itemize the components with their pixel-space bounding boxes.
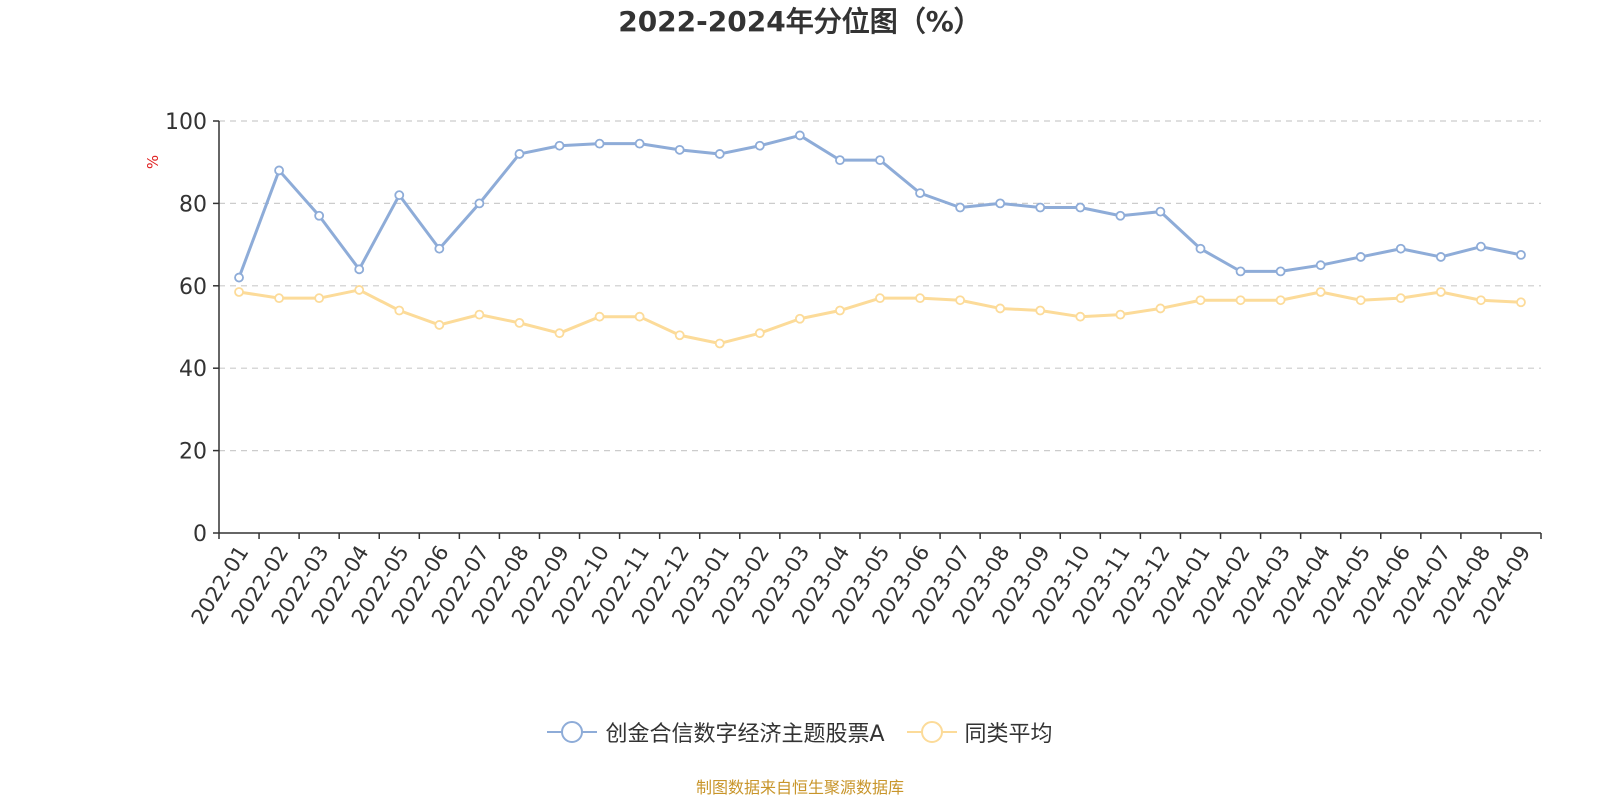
data-point[interactable] [754,140,765,151]
data-point[interactable] [1435,287,1446,297]
data-point[interactable] [995,303,1006,314]
data-point[interactable] [714,338,725,349]
y-tick-label: 0 [193,522,207,547]
data-point[interactable] [274,165,284,176]
data-point[interactable] [474,309,485,320]
legend-label: 同类平均 [964,722,1053,747]
data-point[interactable] [234,272,244,283]
data-point[interactable] [1355,252,1366,262]
data-point[interactable] [1476,295,1486,306]
data-point[interactable] [1395,293,1406,304]
y-tick-label: 80 [179,192,207,217]
y-tick-label: 60 [179,275,207,300]
data-point[interactable] [1115,210,1126,221]
data-point[interactable] [514,317,525,328]
y-axis-label: % [144,155,162,169]
data-point[interactable] [955,202,966,213]
data-point[interactable] [794,313,805,324]
y-tick-label: 100 [165,110,207,135]
data-point[interactable] [1516,297,1526,308]
data-point[interactable] [1516,249,1526,260]
data-point[interactable] [1035,202,1046,213]
data-point[interactable] [1195,295,1206,306]
data-point[interactable] [314,210,325,221]
data-point[interactable] [1235,266,1246,277]
data-point[interactable] [1355,295,1366,306]
data-point[interactable] [1395,243,1406,254]
chart-title: 2022-2024年分位图（%） [618,5,982,38]
data-point[interactable] [434,320,445,330]
data-point[interactable] [594,138,605,149]
data-point[interactable] [634,138,645,149]
grid-lines [219,120,1541,452]
data-point[interactable] [1235,295,1246,306]
legend-item-0[interactable]: 创金合信数字经济主题股票A [547,716,885,748]
data-point[interactable] [995,198,1006,209]
data-point[interactable] [915,293,925,304]
data-point[interactable] [1195,243,1206,254]
data-point[interactable] [674,144,685,155]
legend-swatch-icon [547,721,598,743]
data-point[interactable] [835,305,845,316]
data-point[interactable] [1075,202,1086,213]
data-point[interactable] [674,330,685,341]
data-point[interactable] [634,311,645,322]
series-points [234,130,1526,349]
data-point[interactable] [1275,266,1286,277]
data-point[interactable] [234,287,244,297]
data-point[interactable] [354,285,365,295]
data-point[interactable] [955,295,966,306]
data-point[interactable] [835,155,845,166]
legend-item-1[interactable]: 同类平均 [906,716,1053,748]
data-point[interactable] [554,328,565,339]
data-point[interactable] [1435,252,1446,262]
axes: 0204060801002022-012022-022022-032022-04… [165,110,1542,628]
data-point[interactable] [554,140,565,151]
data-point[interactable] [394,190,405,201]
legend-swatch-icon [906,721,957,743]
y-tick-label: 40 [179,357,207,382]
data-point[interactable] [875,155,885,166]
data-point[interactable] [1035,305,1046,316]
data-point[interactable] [1476,241,1486,252]
data-point[interactable] [1275,295,1286,306]
data-point[interactable] [394,305,405,316]
data-point[interactable] [1315,287,1326,297]
data-point[interactable] [274,293,284,304]
data-point[interactable] [514,149,525,159]
data-point[interactable] [1155,303,1166,314]
data-point[interactable] [1315,260,1326,271]
legend: 创金合信数字经济主题股票A 同类平均 [0,716,1600,748]
series-lines [237,133,1522,345]
data-point[interactable] [754,328,765,339]
source-note: 制图数据来自恒生聚源数据库 [695,778,904,797]
data-point[interactable] [794,130,805,141]
data-point[interactable] [915,188,925,199]
y-tick-label: 20 [179,440,207,465]
data-point[interactable] [1115,309,1126,320]
data-point[interactable] [474,198,485,209]
data-point[interactable] [1155,206,1166,217]
data-point[interactable] [354,264,365,275]
legend-label: 创金合信数字经济主题股票A [605,722,885,747]
data-point[interactable] [1075,311,1086,322]
data-point[interactable] [875,293,885,304]
data-point[interactable] [434,243,445,254]
data-point[interactable] [714,149,725,159]
data-point[interactable] [314,293,325,304]
data-point[interactable] [594,311,605,322]
